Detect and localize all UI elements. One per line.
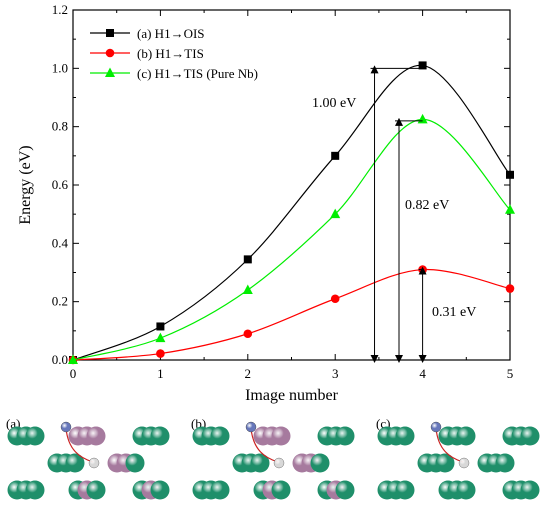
data-point-series-2 — [330, 208, 341, 219]
annotation-label-0: 1.00 eV — [312, 96, 356, 111]
legend: (a) H1→OIS (b) H1→TIS (c) H1→TIS (Pure Nb) — [90, 26, 258, 81]
nb-atom — [210, 480, 230, 500]
data-point-series-0 — [331, 151, 340, 160]
nb-atom — [520, 426, 540, 446]
data-point-series-1 — [505, 284, 515, 293]
data-point-series-0 — [156, 322, 165, 331]
data-point-series-0 — [243, 255, 252, 264]
data-point-series-1 — [330, 294, 340, 304]
data-point-series-2 — [242, 284, 253, 294]
nb-atom — [25, 480, 45, 500]
nb-atom — [395, 480, 415, 500]
nb-atom — [150, 426, 170, 446]
y-axis-title: Energy (eV) — [17, 145, 34, 224]
x-axis-title: Image number — [245, 387, 339, 404]
data-point-series-0 — [506, 170, 514, 179]
alloy-atom — [271, 426, 291, 446]
legend-label-1: (b) H1→TIS — [137, 46, 204, 61]
nb-atom — [65, 453, 85, 473]
barrier-annotations: 1.00 eV 0.82 eV 0.31 eV — [312, 65, 476, 363]
alloy-atom — [271, 480, 291, 500]
plot-area: 0 1 2 3 4 5 0.0 0.2 0.4 0.6 0.8 1.0 1.2 Image number E… — [17, 2, 515, 404]
nb-atom — [520, 480, 540, 500]
annotation-label-1: 0.82 eV — [405, 198, 449, 213]
y-tick-label: 0.0 — [52, 352, 68, 367]
legend-marker-2 — [105, 67, 115, 77]
y-tick-label: 0.2 — [52, 294, 68, 309]
data-point-series-0 — [418, 61, 427, 70]
x-tick-label: 1 — [157, 366, 164, 381]
legend-marker-1 — [105, 48, 115, 58]
nb-atom — [456, 480, 476, 500]
data-point-series-1 — [156, 349, 165, 358]
data-point-series-2 — [505, 204, 515, 214]
y-tick-label: 0.4 — [52, 235, 69, 250]
alloy-atom — [125, 453, 145, 473]
series-line-2 — [72, 118, 511, 361]
legend-label-2: (c) H1→TIS (Pure Nb) — [137, 66, 258, 81]
data-point-series-2 — [68, 354, 78, 364]
legend-label-0: (a) H1→OIS — [137, 26, 205, 41]
x-tick-label: 3 — [332, 366, 339, 381]
alloy-atom — [335, 480, 355, 500]
atomic-structures: (a) (b) (c) — [6, 416, 540, 500]
x-tick-label: 5 — [507, 366, 514, 381]
target-site-atom — [273, 457, 285, 469]
y-tick-label: 1.0 — [52, 60, 68, 75]
hydrogen-atom — [245, 421, 257, 433]
nb-atom — [495, 453, 515, 473]
nb-atom — [210, 426, 230, 446]
alloy-atom — [310, 453, 330, 473]
hydrogen-atom — [430, 421, 442, 433]
series-line-1 — [72, 268, 511, 361]
nb-atom — [435, 453, 455, 473]
data-point-series-2 — [417, 113, 428, 124]
y-tick-label: 0.6 — [52, 177, 69, 192]
target-site-atom — [458, 457, 470, 469]
nb-atom — [250, 453, 270, 473]
annotation-label-2: 0.31 eV — [432, 305, 476, 320]
y-tick-label: 1.2 — [52, 2, 68, 17]
x-tick-label: 0 — [70, 366, 77, 381]
alloy-atom — [150, 480, 170, 500]
y-tick-label: 0.8 — [52, 119, 68, 134]
alloy-atom — [86, 480, 106, 500]
nb-atom — [395, 426, 415, 446]
nb-atom — [456, 426, 476, 446]
target-site-atom — [88, 457, 100, 469]
x-tick-label: 4 — [419, 366, 426, 381]
nb-atom — [25, 426, 45, 446]
hydrogen-atom — [60, 421, 72, 433]
alloy-atom — [86, 426, 106, 446]
legend-marker-0 — [106, 29, 114, 37]
nb-atom — [335, 426, 355, 446]
data-point-series-2 — [155, 332, 166, 343]
x-tick-label: 2 — [245, 366, 252, 381]
data-point-series-1 — [243, 329, 253, 339]
